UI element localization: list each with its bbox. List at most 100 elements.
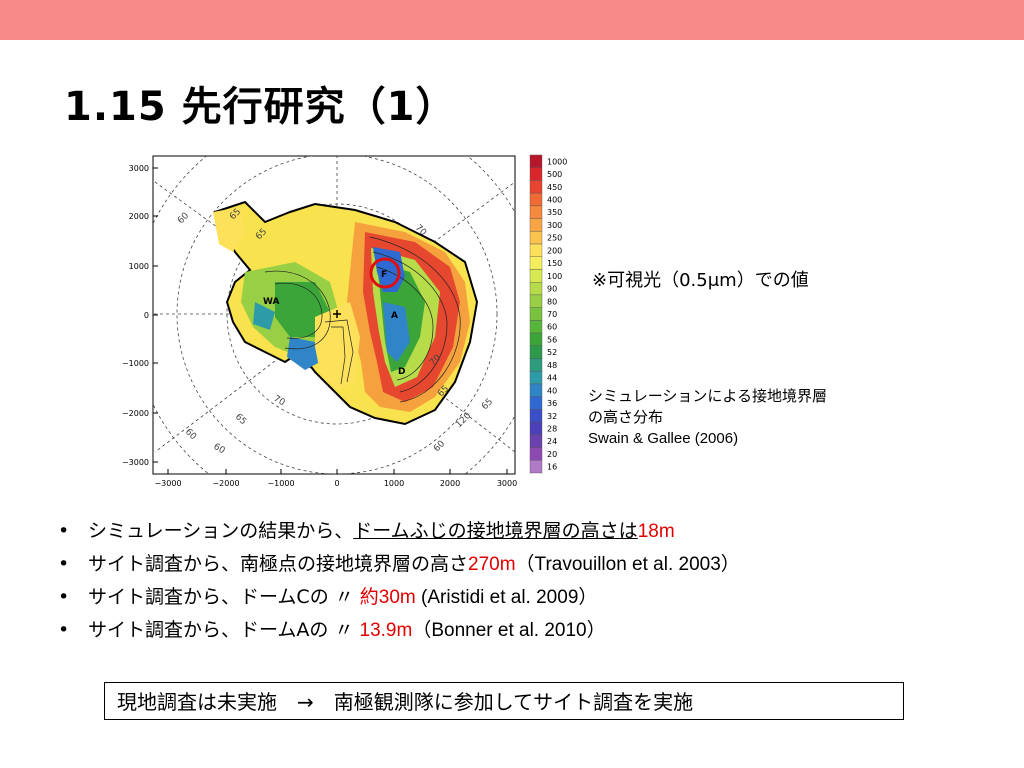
- colorbar-label: 56: [547, 335, 557, 344]
- y-tick: −2000: [122, 409, 149, 418]
- y-tick: 1000: [129, 262, 149, 271]
- colorbar-label: 150: [547, 259, 562, 268]
- colorbar-swatch: [529, 460, 543, 474]
- colorbar-swatch: [529, 243, 543, 257]
- colorbar-swatch: [529, 421, 543, 436]
- caption-line-1: シミュレーションによる接地境界層: [588, 387, 827, 405]
- bullet-text: シミュレーションの結果から、: [88, 520, 354, 542]
- colorbar-swatch: [529, 256, 543, 270]
- x-tick: 0: [334, 479, 339, 488]
- antarctica-map-figure: F A D WA 60 65 65 70 70 65 60 60 65 70 6…: [115, 152, 575, 488]
- x-tick: 2000: [440, 479, 460, 488]
- bullet-item: • シミュレーションの結果から、ドームふじの接地境界層の高さは18m: [52, 515, 740, 548]
- colorbar-legend: 1000 500 450 400 350 300 250 200 150 100 90 80 70 60 5…: [529, 154, 567, 474]
- caption-reference: Swain & Gallee (2006): [588, 430, 739, 447]
- bullet-reference: （Bonner et al. 2010）: [412, 620, 606, 641]
- colorbar-swatch: [529, 167, 543, 181]
- bullet-item: • サイト調査から、南極点の接地境界層の高さ270m（Travouillon e…: [52, 548, 740, 581]
- colorbar-label: 200: [547, 246, 562, 255]
- dome-f-highlight: [369, 257, 401, 289]
- colorbar-swatch: [529, 396, 543, 410]
- bullet-dot: •: [58, 553, 70, 575]
- bullet-reference: （Travouillon et al. 2003）: [515, 554, 740, 575]
- colorbar-label: 20: [547, 450, 557, 459]
- x-tick: −1000: [267, 479, 294, 488]
- colorbar-swatch: [529, 320, 543, 334]
- colorbar-swatch: [529, 205, 543, 219]
- site-label-f: F: [381, 270, 387, 280]
- colorbar-label: 24: [547, 437, 557, 446]
- x-tick: 1000: [384, 479, 404, 488]
- bullet-value: 18m: [637, 521, 675, 542]
- colorbar-swatch: [529, 383, 543, 397]
- site-label-d: D: [398, 367, 405, 377]
- colorbar-swatch: [529, 371, 543, 385]
- bullet-item: • サイト調査から、ドームAの 〃 13.9m（Bonner et al. 20…: [52, 614, 740, 647]
- colorbar-label: 44: [547, 374, 557, 383]
- colorbar-label: 300: [547, 221, 562, 230]
- colorbar-swatch: [529, 447, 543, 461]
- conclusion-box: 現地調査は未実施 → 南極観測隊に参加してサイト調査を実施: [104, 682, 904, 720]
- colorbar-swatch: [529, 345, 543, 359]
- bullet-text: サイト調査から、南極点の接地境界層の高さ: [88, 553, 469, 575]
- y-tick: −1000: [122, 359, 149, 368]
- colorbar-label: 60: [547, 323, 557, 332]
- colorbar-swatch: [529, 154, 543, 168]
- slide-title: 1.15 先行研究（1）: [64, 84, 457, 130]
- colorbar-label: 450: [547, 183, 562, 192]
- colorbar-label: 250: [547, 234, 562, 243]
- colorbar-label: 40: [547, 386, 557, 395]
- x-tick: −3000: [154, 479, 181, 488]
- colorbar-swatch: [529, 434, 543, 448]
- colorbar-label: 52: [547, 348, 557, 357]
- colorbar-label: 32: [547, 412, 557, 421]
- colorbar-swatch: [529, 218, 543, 232]
- visible-light-note: ※可視光（0.5μm）での値: [592, 270, 809, 291]
- colorbar-swatch: [529, 307, 543, 321]
- colorbar-label: 500: [547, 170, 562, 179]
- colorbar-label: 36: [547, 399, 557, 408]
- colorbar-swatch: [529, 281, 543, 296]
- colorbar-swatch: [529, 294, 543, 308]
- bullet-value: 13.9m: [359, 620, 413, 641]
- colorbar-label: 80: [547, 297, 557, 306]
- colorbar-label: 16: [547, 463, 557, 472]
- colorbar-label: 70: [547, 310, 557, 319]
- colorbar-label: 1000: [547, 157, 567, 166]
- colorbar-swatch: [529, 358, 543, 372]
- bullet-text: サイト調査から、ドームAの 〃: [88, 619, 360, 641]
- colorbar-swatch: [529, 409, 543, 423]
- site-label-wa: WA: [263, 297, 280, 307]
- site-label-a: A: [391, 311, 398, 321]
- bullet-dot: •: [58, 586, 70, 608]
- colorbar-label: 90: [547, 285, 557, 294]
- colorbar-label: 100: [547, 272, 562, 281]
- figure-caption: シミュレーションによる接地境界層 の高さ分布 Swain & Gallee (2…: [588, 386, 827, 449]
- bullet-text: サイト調査から、ドームCの 〃: [88, 586, 360, 608]
- y-tick: −3000: [122, 458, 149, 467]
- bullet-dot: •: [58, 520, 70, 542]
- caption-line-2: の高さ分布: [588, 408, 664, 426]
- y-tick: 2000: [129, 212, 149, 221]
- y-tick: 3000: [129, 164, 149, 173]
- top-accent-bar: [0, 0, 1024, 40]
- bullet-list: • シミュレーションの結果から、ドームふじの接地境界層の高さは18m • サイト…: [52, 515, 740, 647]
- bullet-value: 約30m: [359, 587, 416, 608]
- colorbar-swatch: [529, 332, 543, 347]
- bullet-item: • サイト調査から、ドームCの 〃 約30m (Aristidi et al. …: [52, 581, 740, 614]
- y-tick: 0: [144, 311, 149, 320]
- bullet-dot: •: [58, 619, 70, 641]
- colorbar-swatch: [529, 192, 543, 207]
- x-tick: −2000: [212, 479, 239, 488]
- bullet-value: 270m: [468, 554, 516, 575]
- colorbar-swatch: [529, 269, 543, 283]
- colorbar-label: 350: [547, 208, 562, 217]
- bullet-underlined-text: ドームふじの接地境界層の高さは: [353, 520, 638, 542]
- colorbar-label: 28: [547, 424, 557, 433]
- x-tick: 3000: [497, 479, 517, 488]
- colorbar-swatch: [529, 180, 543, 194]
- colorbar-swatch: [529, 231, 543, 245]
- colorbar-label: 48: [547, 361, 557, 370]
- colorbar-label: 400: [547, 196, 562, 205]
- bullet-reference: (Aristidi et al. 2009）: [415, 587, 598, 608]
